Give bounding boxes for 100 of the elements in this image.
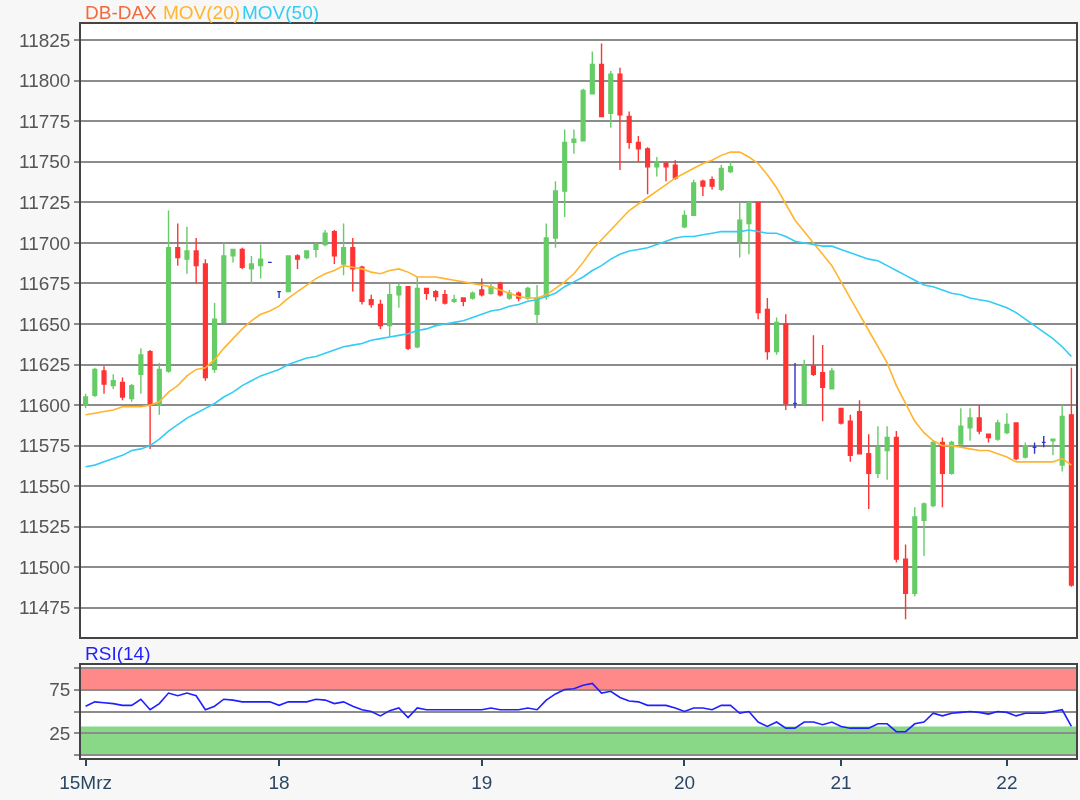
- candlestick: [727, 161, 734, 174]
- candlestick: [396, 282, 402, 309]
- candlestick: [414, 276, 420, 350]
- candlestick: [304, 250, 310, 260]
- x-tick-label: 15Mrz: [59, 771, 113, 793]
- candlestick: [856, 399, 863, 455]
- candlestick: [571, 128, 577, 155]
- text: MOV(50): [242, 2, 320, 23]
- candlestick: [387, 282, 393, 338]
- candlestick: [866, 433, 872, 510]
- candlestick: [746, 201, 752, 255]
- y-tick-label: 11750: [19, 151, 71, 173]
- candlestick: [543, 222, 549, 301]
- candlestick: [875, 425, 881, 479]
- candlestick: [469, 290, 476, 301]
- candlestick: [1050, 438, 1056, 457]
- y-tick-label: 11800: [19, 70, 71, 92]
- candlestick: [838, 407, 844, 426]
- candlestick: [451, 294, 457, 304]
- candlestick: [764, 297, 770, 361]
- candlestick: [709, 175, 715, 191]
- candlestick: [949, 440, 955, 476]
- candlestick: [635, 135, 641, 163]
- candlestick: [294, 253, 301, 270]
- candlestick: [175, 222, 181, 267]
- candlestick: [405, 286, 411, 351]
- candlestick: [958, 407, 964, 445]
- candlestick: [156, 362, 162, 416]
- candlestick: [580, 88, 586, 142]
- candlestick: [212, 302, 218, 374]
- candlestick: [110, 373, 116, 390]
- candlestick: [129, 383, 135, 403]
- candlestick: [654, 156, 660, 178]
- candlestick: [681, 209, 688, 230]
- y-tick-label: 25: [49, 723, 71, 745]
- candlestick: [801, 358, 807, 406]
- candlestick: [202, 258, 208, 382]
- candlestick: [165, 209, 172, 374]
- candlestick: [1068, 367, 1074, 588]
- candlestick: [995, 418, 1001, 442]
- y-tick-label: 75: [49, 679, 71, 701]
- candlestick: [488, 282, 494, 296]
- candlestick: [1041, 435, 1047, 448]
- line-series: [84, 682, 1073, 733]
- candlestick: [248, 255, 255, 285]
- line-series: [84, 229, 1073, 468]
- candlestick: [147, 349, 153, 450]
- chart-title: DB-DAX: [85, 2, 158, 23]
- candlestick: [479, 277, 485, 298]
- candlestick: [820, 344, 826, 423]
- candlestick: [368, 294, 374, 309]
- candlestick: [645, 146, 651, 195]
- candlestick: [672, 159, 678, 181]
- candlestick: [608, 70, 614, 129]
- candlestick: [589, 50, 595, 95]
- candlestick: [322, 229, 328, 247]
- candlestick: [1059, 404, 1065, 473]
- y-tick-label: 11475: [19, 597, 71, 619]
- candlestick: [341, 222, 347, 277]
- y-tick-label: 11775: [19, 110, 71, 132]
- candlestick: [1022, 441, 1028, 460]
- candlestick: [921, 501, 927, 557]
- candlestick: [562, 128, 568, 218]
- candlestick: [783, 313, 789, 411]
- candlestick: [884, 425, 890, 481]
- y-tick-label: 11725: [19, 192, 71, 214]
- candlestick: [626, 110, 632, 150]
- candlestick: [1031, 441, 1038, 455]
- candlestick: [930, 440, 936, 508]
- y-tick-label: 11675: [19, 273, 71, 295]
- candlestick: [700, 178, 706, 197]
- candlestick: [976, 404, 982, 435]
- candlestick: [617, 67, 623, 171]
- candlestick: [967, 407, 973, 442]
- y-tick-label: 11600: [19, 394, 71, 416]
- candlestick: [239, 247, 245, 270]
- y-tick-label: 11500: [19, 556, 71, 578]
- x-tick-label: 21: [830, 771, 852, 793]
- y-tick-label: 11550: [19, 475, 71, 497]
- candlestick: [1013, 422, 1019, 461]
- candlestick: [774, 316, 780, 356]
- candlestick: [810, 334, 816, 377]
- candlestick: [92, 367, 98, 398]
- candlestick: [912, 506, 918, 598]
- candlestick: [598, 42, 605, 118]
- series-label: RSI(14): [85, 643, 151, 664]
- candlestick: [313, 242, 319, 259]
- text: MOV(20): [163, 2, 241, 23]
- y-tick-label: 11525: [19, 516, 71, 538]
- candlestick: [737, 201, 743, 259]
- y-tick-label: 11650: [19, 313, 71, 335]
- y-tick-label: 11625: [19, 354, 71, 376]
- candlestick: [101, 365, 107, 395]
- x-tick-label: 22: [996, 771, 1018, 793]
- candlestick: [792, 362, 798, 410]
- candlestick: [1004, 412, 1010, 435]
- candlestick: [433, 289, 439, 303]
- candlestick: [138, 347, 144, 395]
- candlestick: [552, 180, 559, 249]
- candlestick: [377, 298, 383, 330]
